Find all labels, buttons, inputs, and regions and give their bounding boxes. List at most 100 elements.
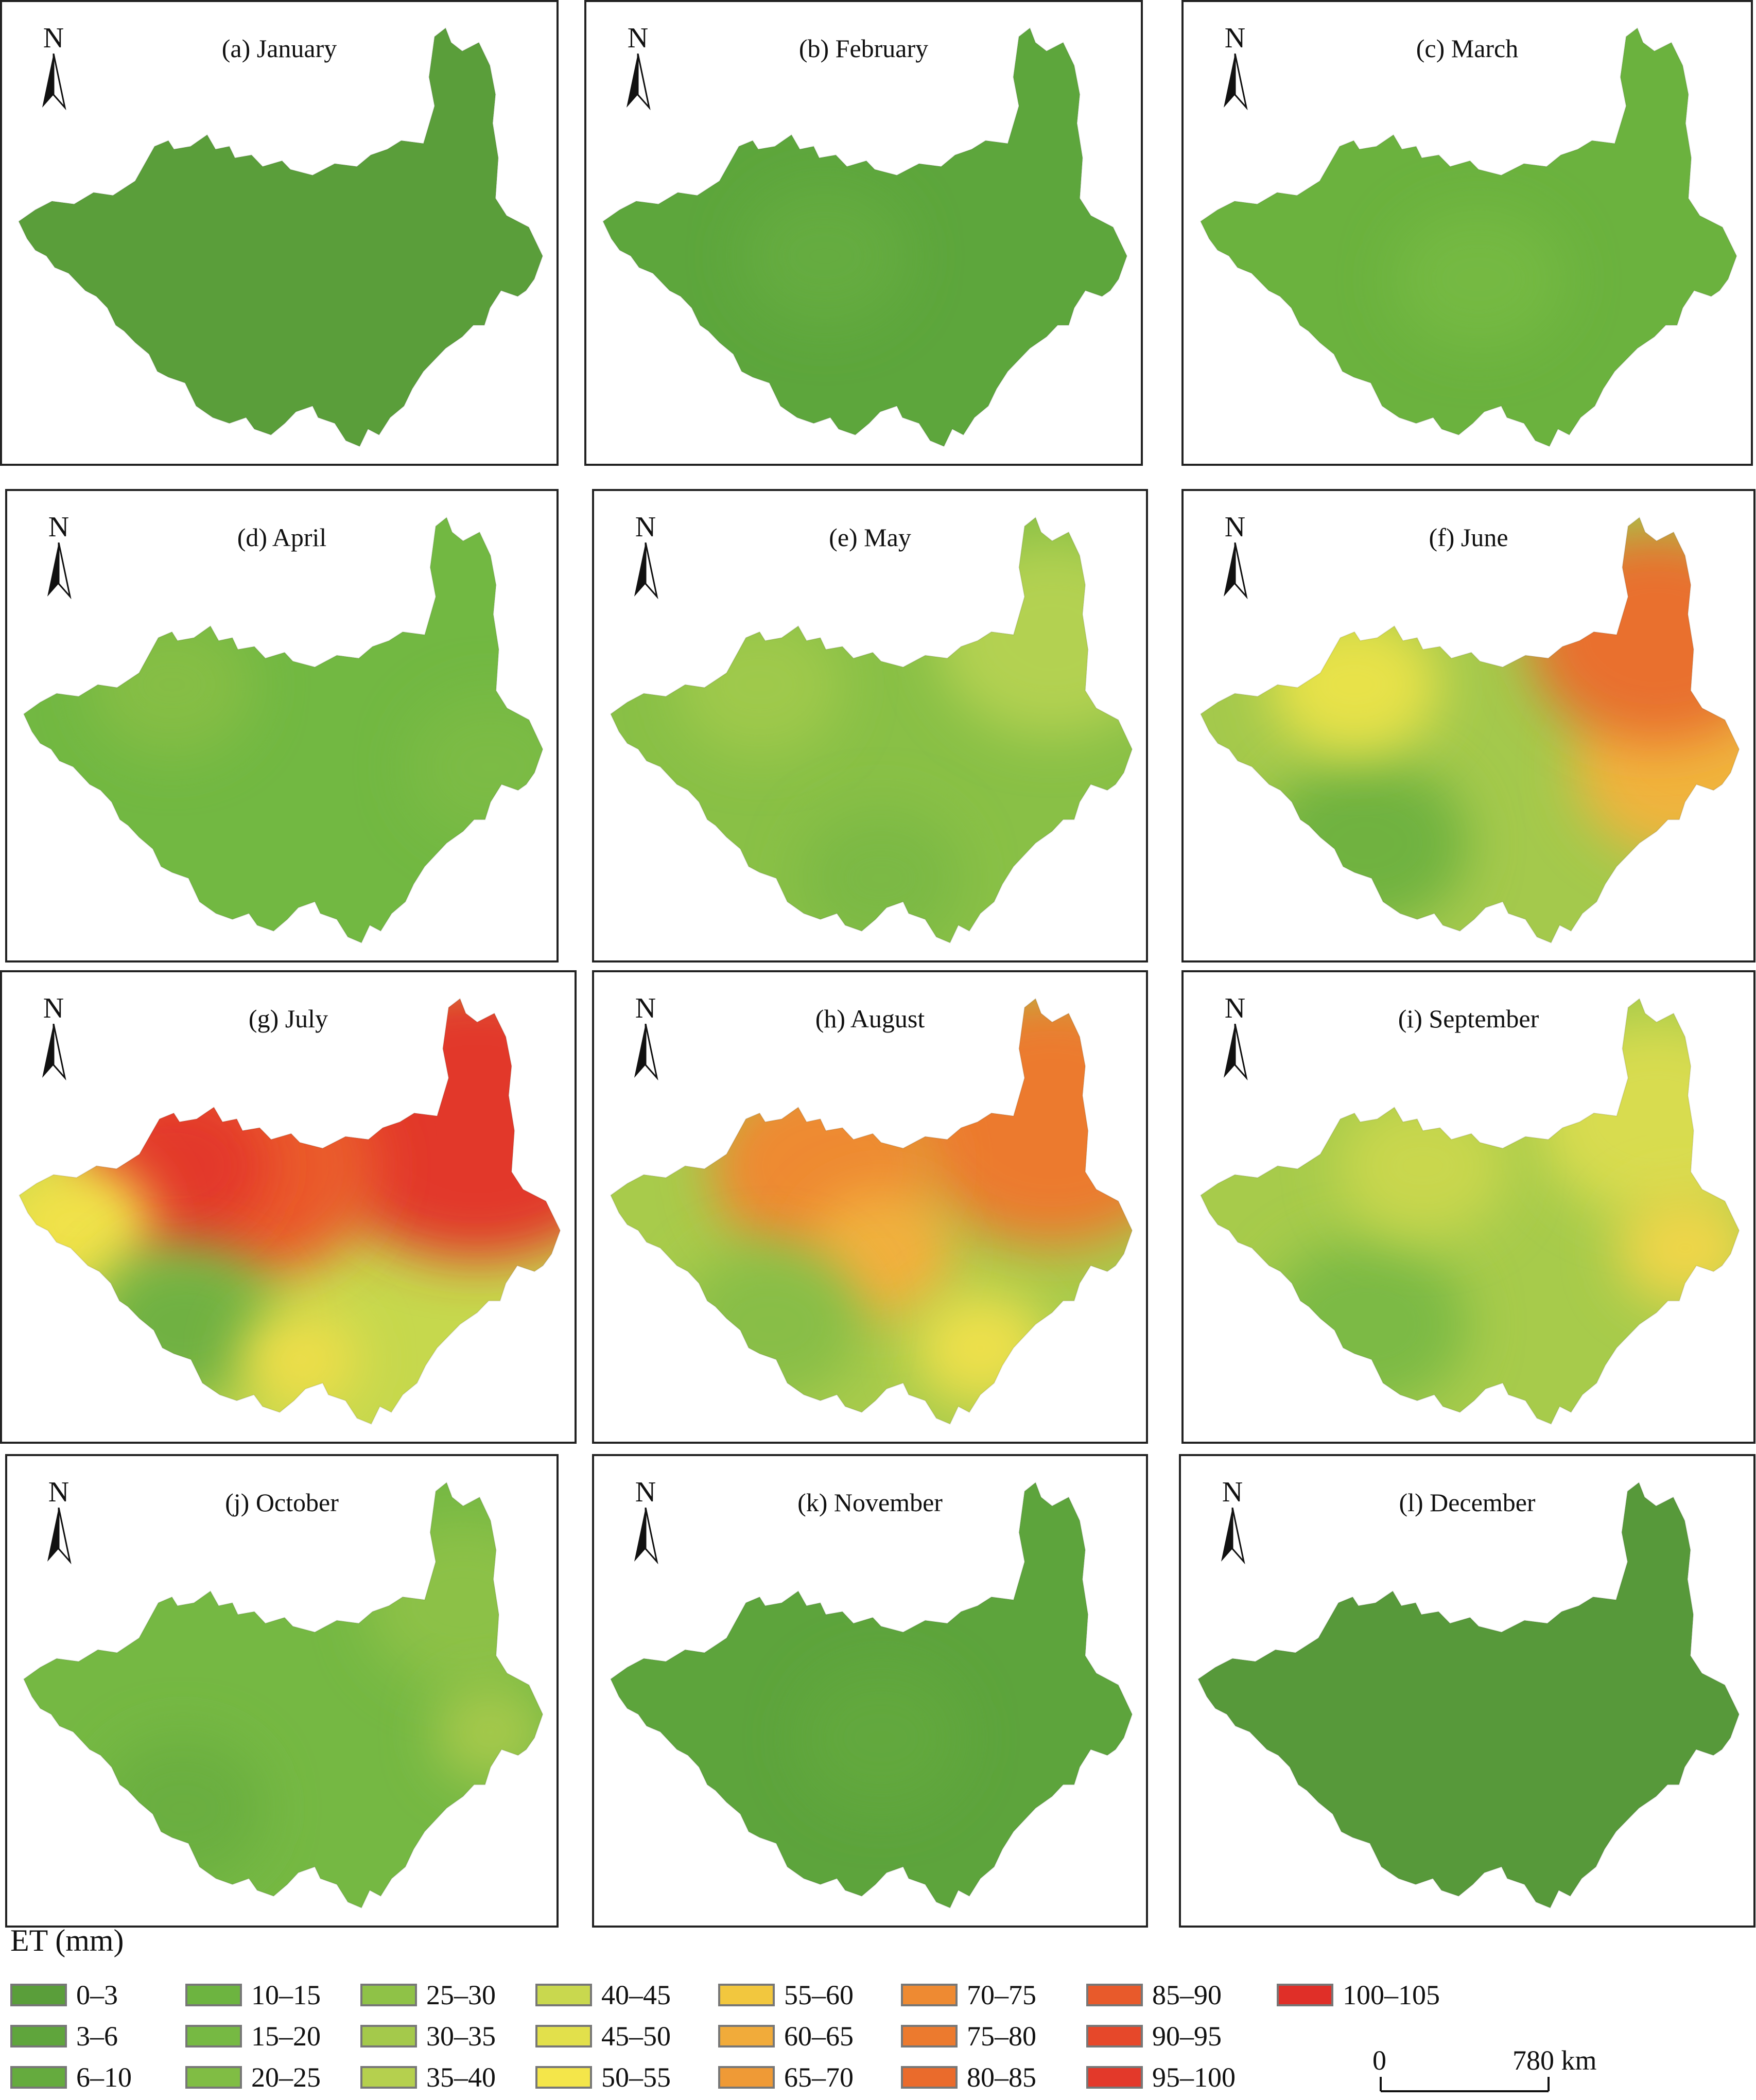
- panel-title: (b) February: [798, 34, 929, 63]
- legend-swatch: [535, 1984, 592, 2006]
- region-outline: [23, 516, 544, 944]
- legend-swatch: [185, 1984, 242, 2006]
- north-arrow: N: [33, 23, 74, 110]
- north-arrow: N: [1212, 1477, 1253, 1564]
- region-fill: [1198, 1482, 1740, 1908]
- legend-swatch: [1277, 1984, 1333, 2006]
- legend-swatch: [718, 2066, 775, 2089]
- et-zone: [239, 1310, 360, 1409]
- et-zone: [741, 186, 908, 325]
- panel-title: (g) July: [248, 1004, 328, 1033]
- et-zone: [1269, 614, 1440, 755]
- et-map: [1197, 1481, 1740, 1909]
- region-outline: [602, 27, 1128, 447]
- scale-bar-line: [1380, 2077, 1550, 2092]
- legend-swatch: [718, 1984, 775, 2006]
- map-panel: (b) February N: [584, 0, 1143, 466]
- et-zone: [798, 1667, 964, 1808]
- north-arrow-icon: [1224, 542, 1248, 599]
- map-panel: (l) December N: [1179, 1454, 1755, 1928]
- legend-label: 60–65: [784, 2021, 854, 2052]
- et-map: [610, 516, 1133, 944]
- legend-swatch: [185, 2025, 242, 2047]
- legend-label: 6–10: [76, 2062, 132, 2093]
- north-arrow: N: [625, 993, 666, 1080]
- north-arrow-icon: [47, 1508, 72, 1564]
- legend-swatch: [360, 2066, 417, 2089]
- legend-swatch: [535, 2025, 592, 2047]
- region-fill: [611, 517, 1133, 943]
- et-zone: [1263, 1239, 1469, 1409]
- region-outline: [1199, 516, 1740, 944]
- scale-bar-start: 0: [1372, 2045, 1386, 2076]
- legend-label: 40–45: [601, 1980, 671, 2010]
- north-label: N: [48, 1476, 69, 1508]
- et-zone: [1337, 1095, 1508, 1236]
- et-zone: [798, 808, 964, 943]
- map-panel: (h) August N: [592, 970, 1148, 1444]
- region-outline: [1199, 997, 1740, 1425]
- north-arrow: N: [1214, 23, 1256, 110]
- et-map: [610, 1481, 1133, 1909]
- legend-label: 25–30: [426, 1980, 496, 2010]
- panel-title: (k) November: [797, 1488, 943, 1517]
- region-outline: [1199, 27, 1737, 447]
- legend-label: 70–75: [967, 1980, 1036, 2010]
- north-arrow-icon: [42, 1024, 66, 1080]
- north-label: N: [1224, 22, 1246, 54]
- map-panel: (f) June N: [1181, 489, 1755, 962]
- et-map: [18, 997, 561, 1425]
- map-panel: (j) October N: [5, 1454, 559, 1928]
- region-outline: [610, 516, 1133, 944]
- north-arrow-icon: [634, 1508, 658, 1564]
- north-label: N: [1224, 511, 1246, 543]
- legend-label: 55–60: [784, 1980, 854, 2010]
- map-panel: (g) July N: [0, 970, 577, 1444]
- north-arrow: N: [1214, 512, 1256, 599]
- legend-swatch: [535, 2066, 592, 2089]
- north-arrow: N: [617, 23, 658, 110]
- legend-title: ET (mm): [10, 1923, 124, 1957]
- legend-swatch: [1086, 2066, 1143, 2089]
- legend-label: 50–55: [601, 2062, 671, 2093]
- legend-swatch: [10, 1984, 67, 2006]
- legend-label: 90–95: [1152, 2021, 1222, 2052]
- legend-swatch: [901, 1984, 958, 2006]
- panel-title: (h) August: [815, 1004, 925, 1033]
- legend-swatch: [360, 1984, 417, 2006]
- et-zone: [680, 1247, 862, 1402]
- north-label: N: [635, 1476, 656, 1508]
- panel-title: (i) September: [1398, 1004, 1539, 1033]
- legend-label: 15–20: [251, 2021, 321, 2052]
- region-outline: [610, 997, 1133, 1425]
- north-label: N: [635, 511, 656, 543]
- legend-label: 45–50: [601, 2021, 671, 2052]
- et-map: [23, 1481, 544, 1909]
- legend-swatch: [718, 2025, 775, 2047]
- region-outline: [18, 27, 544, 447]
- region-fill: [24, 517, 543, 943]
- panel-title: (f) June: [1429, 523, 1508, 552]
- et-map: [610, 997, 1133, 1425]
- map-panel: (c) March N: [1181, 0, 1753, 466]
- legend-label: 3–6: [76, 2021, 118, 2052]
- north-label: N: [43, 22, 64, 54]
- region-fill: [19, 28, 543, 447]
- north-label: N: [43, 992, 64, 1024]
- north-label: N: [1222, 1476, 1243, 1508]
- north-label: N: [48, 511, 69, 543]
- et-zone: [914, 1291, 1047, 1405]
- north-arrow-icon: [47, 542, 72, 599]
- legend-label: 0–3: [76, 1980, 118, 2010]
- north-arrow: N: [38, 1477, 79, 1564]
- map-panel: (a) January N: [0, 0, 559, 466]
- north-arrow-icon: [634, 1024, 658, 1080]
- legend-swatch: [1086, 2025, 1143, 2047]
- north-arrow-icon: [1224, 54, 1248, 110]
- legend-label: 85–90: [1152, 1980, 1222, 2010]
- et-map: [1199, 27, 1737, 447]
- et-zone: [676, 614, 843, 755]
- et-zone: [90, 614, 255, 755]
- map-panel: (k) November N: [592, 1454, 1148, 1928]
- legend-swatch: [901, 2066, 958, 2089]
